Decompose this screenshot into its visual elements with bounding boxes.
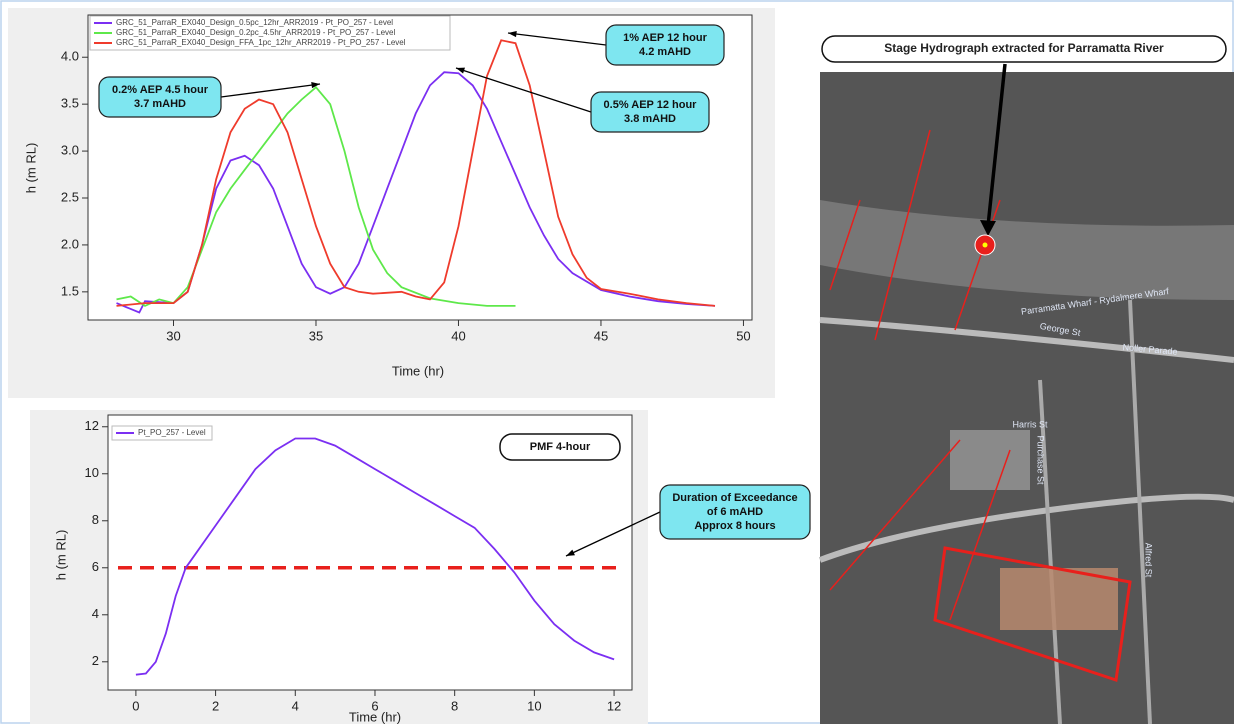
y-tick-label: 12 [85, 418, 99, 433]
map-label: Purchase St [1036, 435, 1046, 485]
x-tick-label: 50 [736, 328, 750, 343]
callout-text: 4.2 mAHD [639, 46, 691, 58]
x-tick-label: 30 [166, 328, 180, 343]
y-tick-label: 2.5 [61, 189, 79, 204]
y-tick-label: 2 [92, 653, 99, 668]
y-tick-label: 10 [85, 465, 99, 480]
map-title: Stage Hydrograph extracted for Parramatt… [884, 41, 1164, 55]
y-tick-label: 2.0 [61, 236, 79, 251]
callout-text: Duration of Exceedance [672, 492, 797, 504]
legend-label: Pt_PO_257 - Level [138, 428, 206, 437]
legend-label: GRC_51_ParraR_EX040_Design_0.2pc_4.5hr_A… [116, 28, 396, 37]
callout-text: 3.7 mAHD [134, 98, 186, 110]
y-tick-label: 4 [92, 606, 99, 621]
x-tick-label: 35 [309, 328, 323, 343]
x-tick-label: 2 [212, 698, 219, 713]
y-tick-label: 6 [92, 559, 99, 574]
y-tick-label: 4.0 [61, 49, 79, 64]
label-box-text: PMF 4-hour [530, 441, 591, 453]
y-tick-label: 1.5 [61, 283, 79, 298]
y-tick-label: 3.5 [61, 96, 79, 111]
x-tick-label: 12 [607, 698, 621, 713]
x-tick-label: 40 [451, 328, 465, 343]
map-label: Harris St [1012, 419, 1048, 429]
callout-text: 0.2% AEP 4.5 hour [112, 84, 209, 96]
map: Stage Hydrograph extracted for Parramatt… [820, 36, 1234, 724]
x-axis-label: Time (hr) [392, 363, 444, 378]
x-tick-label: 4 [292, 698, 299, 713]
map-label: Alfred St [1144, 543, 1154, 578]
y-axis-label: h (m RL) [23, 143, 38, 194]
x-axis-label: Time (hr) [349, 709, 401, 724]
x-tick-label: 8 [451, 698, 458, 713]
callout-text: of 6 mAHD [707, 506, 763, 518]
extraction-point-center [983, 243, 988, 248]
page: Stage Hydrograph extracted for Parramatt… [0, 0, 1234, 724]
y-axis-label: h (m RL) [53, 530, 68, 581]
legend-label: GRC_51_ParraR_EX040_Design_0.5pc_12hr_AR… [116, 18, 393, 27]
callout-text: Approx 8 hours [694, 520, 775, 532]
legend-label: GRC_51_ParraR_EX040_Design_FFA_1pc_12hr_… [116, 38, 406, 47]
y-tick-label: 8 [92, 512, 99, 527]
callout-text: 1% AEP 12 hour [623, 32, 707, 44]
x-tick-label: 10 [527, 698, 541, 713]
x-tick-label: 0 [132, 698, 139, 713]
block [950, 430, 1030, 490]
x-tick-label: 45 [594, 328, 608, 343]
y-tick-label: 3.0 [61, 143, 79, 158]
callout-text: 0.5% AEP 12 hour [604, 99, 698, 111]
callout-text: 3.8 mAHD [624, 113, 676, 125]
